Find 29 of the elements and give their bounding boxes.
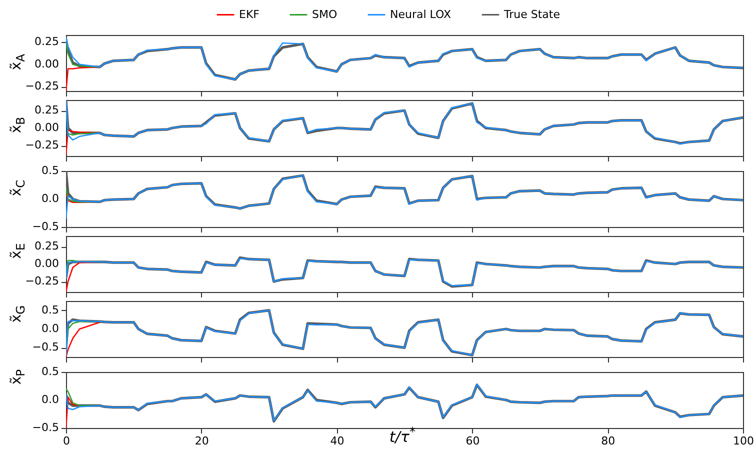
x-tick-label: 40 bbox=[330, 434, 344, 448]
y-tick-label: 0.25 bbox=[34, 104, 59, 116]
y-tick-label: 0.0 bbox=[42, 322, 59, 335]
y-tick-label: −0.25 bbox=[25, 274, 59, 288]
y-tick-label: 0.00 bbox=[34, 121, 59, 134]
legend-label: True State bbox=[503, 8, 560, 21]
legend-label: SMO bbox=[312, 8, 338, 21]
y-tick-label: 0.0 bbox=[42, 393, 59, 406]
y-tick-label: 0.5 bbox=[42, 365, 59, 378]
y-tick-label: −0.25 bbox=[25, 80, 59, 93]
y-tick-label: 0.00 bbox=[34, 57, 59, 70]
legend-label: EKF bbox=[239, 8, 260, 21]
y-tick-label: −0.5 bbox=[32, 340, 59, 354]
y-tick-label: 0.25 bbox=[34, 240, 59, 252]
y-tick-label: 0.00 bbox=[34, 257, 59, 270]
y-tick-label: 0.5 bbox=[42, 303, 59, 316]
y-tick-label: 0.0 bbox=[42, 192, 59, 205]
x-tick-label: 20 bbox=[194, 434, 209, 448]
y-tick-label: 0.5 bbox=[42, 164, 59, 177]
x-tick-label: 80 bbox=[601, 434, 616, 448]
y-tick-label: 0.25 bbox=[34, 35, 59, 48]
y-tick-label: −0.5 bbox=[32, 421, 59, 434]
y-tick-label: −0.25 bbox=[25, 138, 59, 152]
x-axis-title: t/τ$^{*}$ bbox=[389, 424, 416, 446]
x-tick-label: 60 bbox=[466, 434, 480, 448]
y-tick-label: −0.5 bbox=[32, 220, 59, 233]
x-tick-label: 0 bbox=[63, 434, 70, 448]
x-tick-label: 100 bbox=[733, 434, 754, 448]
legend-label: Neural LOX bbox=[390, 8, 452, 21]
